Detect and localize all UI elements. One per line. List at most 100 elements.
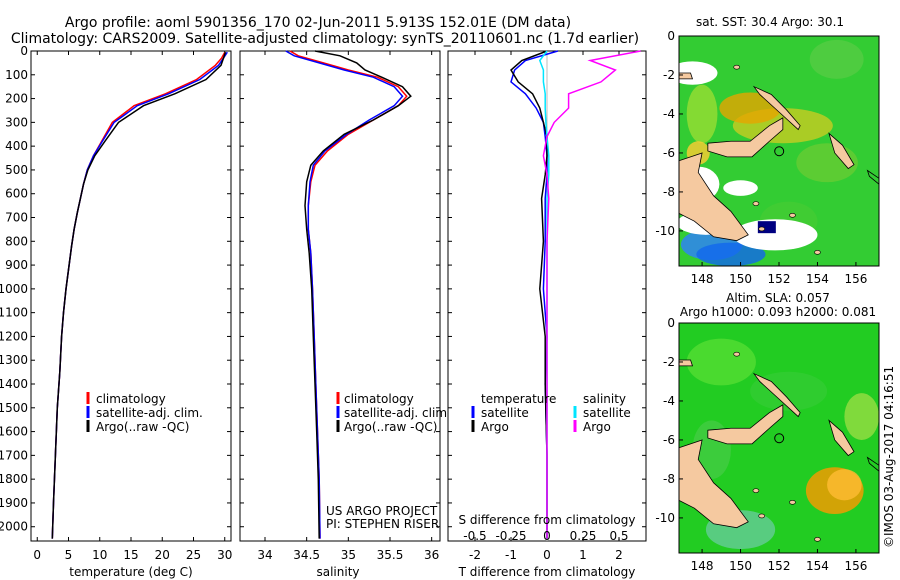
map-land-island xyxy=(814,250,821,255)
y-tick-label: 800 xyxy=(5,234,28,248)
x-tick-label: 2 xyxy=(615,548,623,562)
legend-label-argo: Argo(..raw -QC) xyxy=(96,420,189,434)
y-tick-label: -2 xyxy=(663,68,675,82)
project-line2: PI: STEPHEN RISER xyxy=(326,517,439,531)
y-tick-label: 1700 xyxy=(0,448,28,462)
x-tick-label: 35 xyxy=(341,548,356,562)
temperature-legend: climatology satellite-adj. clim. Argo(..… xyxy=(86,392,203,434)
map-land-island xyxy=(789,500,796,505)
map-missing-data xyxy=(723,180,758,196)
argo-float-marker xyxy=(774,146,785,157)
x-tick-label: 34.5 xyxy=(293,548,320,562)
x-tick-label: 20 xyxy=(155,548,170,562)
difference-panel: -2 -1 0 1 2 -0.5 -0.25 0 0.25 0.5 T difference fr… xyxy=(447,50,647,579)
figure-title-line2: Climatology: CARS2009. Satellite-adjuste… xyxy=(11,31,639,47)
map-missing-data xyxy=(732,219,818,251)
difference-xlabel-salinity: S difference from climatology xyxy=(459,513,636,527)
map-land-island xyxy=(752,488,760,493)
x-tick-label: 35.5 xyxy=(377,548,404,562)
y-tick-label: -2 xyxy=(663,355,675,369)
map-field-patch xyxy=(686,84,718,144)
map-land-island xyxy=(789,213,796,218)
map-land-island xyxy=(758,513,765,519)
salinity-diff-tick-label: -0.5 xyxy=(463,529,486,543)
x-tick-label: 156 xyxy=(844,272,867,286)
y-tick-label: 1900 xyxy=(0,496,28,510)
x-tick-label: 36 xyxy=(424,548,439,562)
y-tick-label: 200 xyxy=(5,92,28,106)
map-land-manus xyxy=(678,72,694,80)
series-satellite-adj-clim xyxy=(285,50,404,539)
map-land-bougainville xyxy=(828,132,855,170)
map-land-island xyxy=(733,64,740,70)
temperature-axes-frame xyxy=(30,50,232,542)
y-tick-label: 1600 xyxy=(0,425,28,439)
y-tick-label: -4 xyxy=(663,107,675,121)
x-tick-label: 156 xyxy=(844,559,867,573)
y-tick-label: 1800 xyxy=(0,472,28,486)
y-tick-label: -6 xyxy=(663,433,675,447)
map-field-patch xyxy=(686,338,756,386)
y-tick-label: -10 xyxy=(655,511,675,525)
difference-legend: temperature salinity satellite Argo sate… xyxy=(471,392,631,434)
legend-label-climatology: climatology xyxy=(96,392,166,406)
x-tick-label: 15 xyxy=(123,548,138,562)
map-field-patch xyxy=(809,39,864,79)
salinity-axes-frame xyxy=(239,50,441,542)
y-tick-label: -8 xyxy=(663,185,675,199)
map-field-patch xyxy=(719,92,781,124)
y-tick-label: 0 xyxy=(20,44,28,58)
temperature-panel: 0100200300400500600700800900100011001200… xyxy=(0,44,232,579)
y-tick-label: 900 xyxy=(5,258,28,272)
legend-header-salinity: salinity xyxy=(583,392,626,406)
salinity-xlabel: salinity xyxy=(316,565,359,579)
x-tick-label: 34 xyxy=(257,548,272,562)
map-land-island xyxy=(814,537,821,542)
legend-label-argo: Argo(..raw -QC) xyxy=(344,420,437,434)
map-land-new-britain xyxy=(707,404,784,445)
legend-header-temperature: temperature xyxy=(481,392,556,406)
x-tick-label: 152 xyxy=(768,272,791,286)
x-tick-label: 154 xyxy=(806,559,829,573)
map-land-new-guinea xyxy=(678,152,749,242)
x-tick-label: 5 xyxy=(65,548,73,562)
difference-xlabel: T difference from climatology xyxy=(458,565,636,579)
sla-map-title-line1: Altim. SLA: 0.057 xyxy=(726,291,830,305)
x-tick-label: 154 xyxy=(806,272,829,286)
legend-label-climatology: climatology xyxy=(344,392,414,406)
x-tick-label: 148 xyxy=(691,559,714,573)
x-tick-label: 150 xyxy=(729,272,752,286)
x-tick-label: 0 xyxy=(543,548,551,562)
x-tick-label: -2 xyxy=(469,548,481,562)
map-field-patch xyxy=(827,469,862,501)
series-argo-raw-qc xyxy=(304,50,412,539)
salinity-legend: climatology satellite-adj. clim. Argo(..… xyxy=(336,392,451,434)
y-tick-label: 0 xyxy=(667,29,675,43)
y-tick-label: 0 xyxy=(667,316,675,330)
x-tick-label: 150 xyxy=(729,559,752,573)
y-tick-label: 300 xyxy=(5,115,28,129)
x-tick-label: 10 xyxy=(92,548,107,562)
sst-map-panel: sat. SST: 30.4 Argo: 30.1 148 150 152 154 15… xyxy=(655,15,880,286)
legend-label-temp-satellite: satellite xyxy=(481,406,529,420)
map-land-new-britain xyxy=(707,117,784,158)
project-line1: US ARGO PROJECT xyxy=(326,504,438,518)
y-tick-label: 600 xyxy=(5,187,28,201)
x-tick-label: 0 xyxy=(33,548,41,562)
x-tick-label: 148 xyxy=(691,272,714,286)
figure-title-line1: Argo profile: aoml 5901356_170 02-Jun-20… xyxy=(65,15,571,31)
y-tick-label: -8 xyxy=(663,472,675,486)
salinity-diff-tick-label: 0.5 xyxy=(609,529,628,543)
map-land-island xyxy=(733,351,740,357)
map-land-new-ireland xyxy=(752,85,801,131)
map-land-new-ireland xyxy=(752,372,801,418)
x-tick-label: 30 xyxy=(217,548,232,562)
series-salinity-argo xyxy=(542,50,641,539)
x-tick-label: 1 xyxy=(579,548,587,562)
legend-label-temp-argo: Argo xyxy=(481,420,509,434)
y-tick-label: 1300 xyxy=(0,353,28,367)
x-tick-label: -1 xyxy=(505,548,517,562)
legend-label-sal-argo: Argo xyxy=(583,420,611,434)
legend-label-satellite: satellite-adj. clim. xyxy=(96,406,203,420)
legend-label-satellite: satellite-adj. clim. xyxy=(344,406,451,420)
